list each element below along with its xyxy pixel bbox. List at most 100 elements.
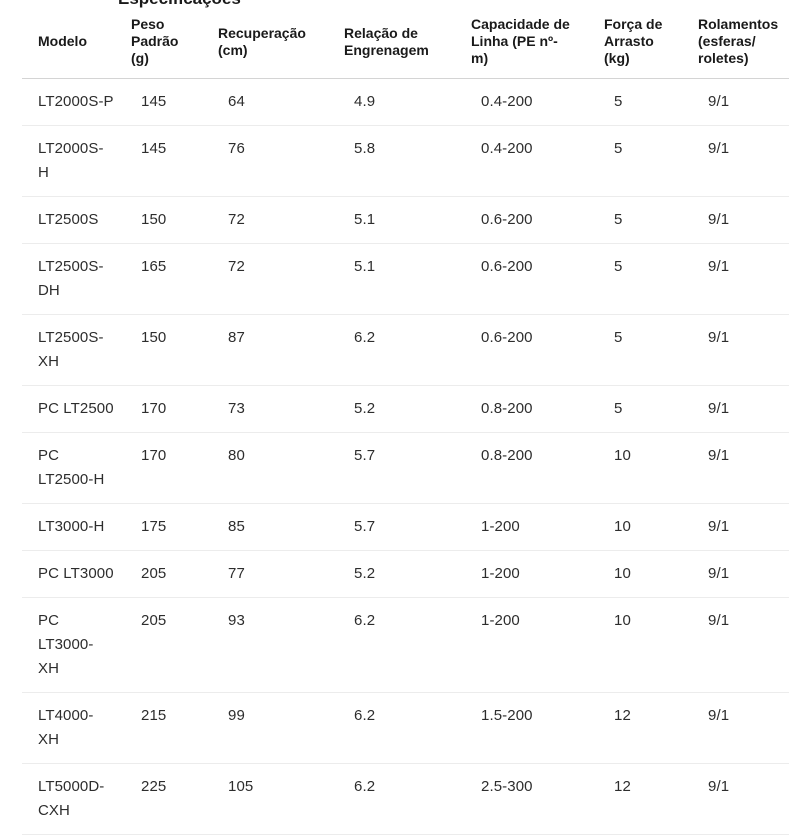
table-row: PC LT2500-H 170 80 5.7 0.8-200 10 9/1 (22, 432, 789, 504)
spec-cell: 9/1 (686, 243, 789, 315)
spec-cell: 150 (119, 196, 206, 244)
table-row: LT4000- XH 215 99 6.2 1.5-200 12 9/1 (22, 692, 789, 764)
spec-cell: 12 (592, 763, 686, 835)
spec-cell: 5.7 (332, 432, 459, 504)
spec-cell: 5.2 (332, 385, 459, 433)
col-header-modelo: Modelo (22, 0, 119, 79)
spec-cell: 145 (119, 125, 206, 197)
spec-cell: 5.8 (332, 125, 459, 197)
spec-cell: 6.2 (332, 314, 459, 386)
spec-cell: 1-200 (459, 550, 592, 598)
table-row: LT2000S- H 145 76 5.8 0.4-200 5 9/1 (22, 125, 789, 197)
spec-cell: 9/1 (686, 314, 789, 386)
spec-cell: 9/1 (686, 550, 789, 598)
spec-cell: 9/1 (686, 692, 789, 764)
col-header-forca: Força de Arrasto (kg) (592, 0, 686, 79)
spec-cell: 72 (206, 196, 332, 244)
spec-cell: 9/1 (686, 196, 789, 244)
col-header-peso-padrao: Peso Padrão (g) (119, 0, 206, 79)
model-cell: PC LT3000 (22, 550, 119, 598)
model-cell: LT2500S- XH (22, 314, 119, 386)
spec-cell: 6.2 (332, 692, 459, 764)
table-row: PC LT3000- XH 205 93 6.2 1-200 10 9/1 (22, 597, 789, 693)
model-cell: LT5000D- CXH (22, 763, 119, 835)
table-row: LT2500S- DH 165 72 5.1 0.6-200 5 9/1 (22, 243, 789, 315)
table-row: LT3000-H 175 85 5.7 1-200 10 9/1 (22, 503, 789, 551)
spec-cell: 77 (206, 550, 332, 598)
table-row: LT2500S- XH 150 87 6.2 0.6-200 5 9/1 (22, 314, 789, 386)
spec-cell: 0.6-200 (459, 196, 592, 244)
model-cell: LT2000S-P (22, 78, 119, 126)
model-cell: LT2500S (22, 196, 119, 244)
model-cell: PC LT3000- XH (22, 597, 119, 693)
spec-cell: 5.2 (332, 550, 459, 598)
spec-cell: 150 (119, 314, 206, 386)
spec-cell: 1-200 (459, 597, 592, 693)
table-row: PC LT3000 205 77 5.2 1-200 10 9/1 (22, 550, 789, 598)
model-cell: PC LT2500-H (22, 432, 119, 504)
spec-cell: 9/1 (686, 597, 789, 693)
spec-cell: 105 (206, 763, 332, 835)
spec-cell: 9/1 (686, 503, 789, 551)
col-header-capacidade: Capacidade de Linha (PE nº- m) (459, 0, 592, 79)
spec-cell: 5 (592, 314, 686, 386)
spec-cell: 5 (592, 196, 686, 244)
spec-cell: 0.6-200 (459, 314, 592, 386)
spec-cell: 5 (592, 385, 686, 433)
spec-cell: 9/1 (686, 125, 789, 197)
spec-cell: 87 (206, 314, 332, 386)
model-cell: LT2500S- DH (22, 243, 119, 315)
spec-cell: 175 (119, 503, 206, 551)
spec-cell: 9/1 (686, 432, 789, 504)
spec-cell: 4.9 (332, 78, 459, 126)
spec-cell: 99 (206, 692, 332, 764)
spec-cell: 0.8-200 (459, 385, 592, 433)
model-cell: PC LT2500 (22, 385, 119, 433)
table-row: PC LT2500 170 73 5.2 0.8-200 5 9/1 (22, 385, 789, 433)
spec-cell: 10 (592, 503, 686, 551)
spec-cell: 9/1 (686, 763, 789, 835)
spec-cell: 0.6-200 (459, 243, 592, 315)
col-header-recuperacao: Recuperação (cm) (206, 0, 332, 79)
spec-cell: 0.8-200 (459, 432, 592, 504)
spec-cell: 10 (592, 432, 686, 504)
spec-cell: 12 (592, 692, 686, 764)
spec-cell: 170 (119, 385, 206, 433)
spec-cell: 10 (592, 550, 686, 598)
spec-cell: 215 (119, 692, 206, 764)
spec-cell: 5 (592, 243, 686, 315)
spec-cell: 9/1 (686, 78, 789, 126)
model-cell: LT4000- XH (22, 692, 119, 764)
col-header-relacao: Relação de Engrenagem (332, 0, 459, 79)
col-header-rolamentos: Rolamentos (esferas/ roletes) (686, 0, 789, 79)
table-row: LT5000D- CXH 225 105 6.2 2.5-300 12 9/1 (22, 763, 789, 835)
spec-cell: 165 (119, 243, 206, 315)
spec-cell: 5.1 (332, 196, 459, 244)
spec-cell: 0.4-200 (459, 78, 592, 126)
spec-cell: 6.2 (332, 597, 459, 693)
spec-cell: 10 (592, 597, 686, 693)
spec-cell: 145 (119, 78, 206, 126)
spec-cell: 73 (206, 385, 332, 433)
spec-cell: 5.1 (332, 243, 459, 315)
spec-cell: 225 (119, 763, 206, 835)
spec-cell: 80 (206, 432, 332, 504)
spec-cell: 93 (206, 597, 332, 693)
spec-cell: 6.2 (332, 763, 459, 835)
spec-cell: 64 (206, 78, 332, 126)
spec-cell: 1.5-200 (459, 692, 592, 764)
spec-cell: 85 (206, 503, 332, 551)
spec-cell: 205 (119, 550, 206, 598)
spec-cell: 2.5-300 (459, 763, 592, 835)
spec-cell: 9/1 (686, 385, 789, 433)
spec-cell: 1-200 (459, 503, 592, 551)
model-cell: LT2000S- H (22, 125, 119, 197)
spec-cell: 205 (119, 597, 206, 693)
header-row: Modelo Peso Padrão (g) Recuperação (cm) … (22, 0, 789, 79)
table-row: LT2000S-P 145 64 4.9 0.4-200 5 9/1 (22, 78, 789, 126)
table-row: LT2500S 150 72 5.1 0.6-200 5 9/1 (22, 196, 789, 244)
spec-cell: 5 (592, 78, 686, 126)
model-cell: LT3000-H (22, 503, 119, 551)
spec-cell: 5.7 (332, 503, 459, 551)
spec-cell: 76 (206, 125, 332, 197)
